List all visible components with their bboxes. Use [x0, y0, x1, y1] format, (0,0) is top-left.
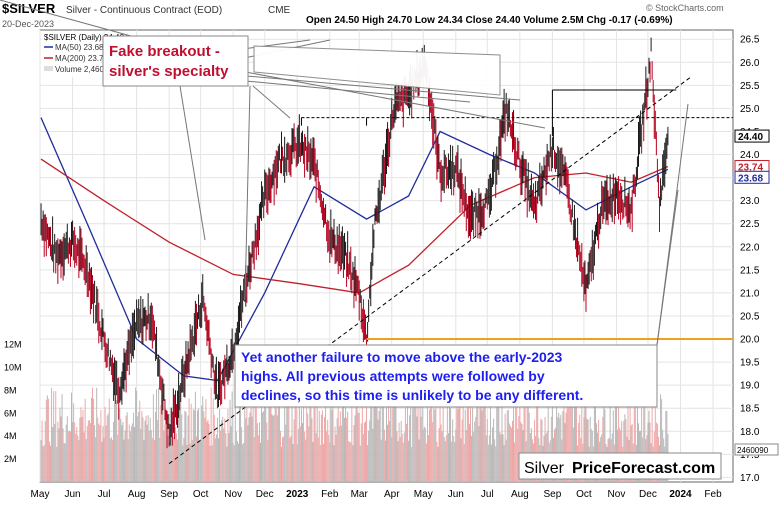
volume-tick-label: 6M [4, 408, 17, 418]
x-tick-label: Jun [64, 489, 80, 500]
y-tick-label: 18.5 [740, 404, 760, 415]
x-tick-label: Oct [193, 489, 209, 500]
x-tick-label: Dec [256, 489, 274, 500]
x-tick-label: Oct [576, 489, 592, 500]
x-tick-label: Nov [224, 489, 242, 500]
x-tick-label: Sep [544, 489, 562, 500]
x-tick-label: May [414, 489, 433, 500]
y-tick-label: 21.0 [740, 288, 760, 299]
x-tick-label: Feb [704, 489, 722, 500]
branding-box [518, 452, 722, 480]
y-tick-label: 22.5 [740, 219, 760, 230]
chart-stats: Open 24.50 High 24.70 Low 24.34 Close 24… [306, 15, 673, 26]
failure-line2: highs. All previous attempts were follow… [241, 368, 545, 384]
y-tick-label: 17.0 [740, 473, 760, 484]
fake-breakout-line2: silver's specialty [109, 63, 229, 80]
callout-pointer [252, 85, 291, 119]
watermark: © StockCharts.com [646, 3, 724, 13]
y-tick-label: 26.0 [740, 58, 760, 69]
x-tick-label: Feb [321, 489, 339, 500]
axes: May Jun Jul Aug Sep Oct Nov Dec 2023 Feb Mar Apr May… [4, 35, 779, 500]
chart-date: 20-Dec-2023 [2, 19, 54, 29]
y-tick-label: 20.5 [740, 311, 760, 322]
x-tick-label: Sep [160, 489, 178, 500]
y-tick-label: 24.0 [740, 150, 760, 161]
callout-pointer [179, 85, 206, 241]
x-tick-label: 2023 [286, 489, 309, 500]
y-tick-label: 21.5 [740, 265, 760, 276]
callout-pointer [656, 189, 679, 346]
price-label-text: 23.68 [738, 173, 763, 184]
y-tick-label: 18.0 [740, 427, 760, 438]
y-tick-label: 20.0 [740, 335, 760, 346]
volume-tick-label: 4M [4, 431, 17, 441]
failure-line1: Yet another failure to move above the ea… [241, 349, 563, 365]
ma200-line [40, 158, 669, 294]
legend-ma50: MA(50) 23.68 [55, 43, 104, 52]
legend-volume: Volume 2,460,090 [55, 65, 120, 74]
y-tick-label: 19.0 [740, 381, 760, 392]
y-tick-label: 22.0 [740, 242, 760, 253]
chart-exchange: CME [268, 5, 291, 16]
legend-volume-swatch [44, 66, 53, 71]
failure-box [234, 344, 658, 408]
price-bars [40, 37, 669, 449]
volume-tick-label: 12M [4, 340, 22, 350]
x-tick-label: Mar [351, 489, 369, 500]
chart-description: Silver - Continuous Contract (EOD) [66, 5, 222, 16]
failure-line3: declines, so this time is unlikely to be… [241, 387, 583, 403]
callout-pointer [234, 69, 546, 129]
y-tick-label: 26.5 [740, 35, 760, 46]
fake-breakout-line1: Fake breakout - [109, 43, 220, 60]
volume-tick-label: 2M [4, 454, 17, 464]
volume-label-box [734, 443, 779, 456]
volume-tick-label: 10M [4, 362, 22, 372]
y-tick-label: 25.5 [740, 81, 760, 92]
price-label-text: 24.40 [738, 132, 763, 143]
callout-fan [253, 45, 501, 96]
x-tick-label: Nov [608, 489, 626, 500]
price-label-box [734, 170, 770, 184]
x-tick-label: Aug [511, 489, 529, 500]
y-tick-label: 25.0 [740, 104, 760, 115]
price-label-text: 23.74 [738, 163, 763, 174]
y-tick-label: 23.0 [740, 196, 760, 207]
x-tick-label: Apr [384, 489, 400, 500]
x-tick-label: Jun [448, 489, 464, 500]
x-tick-label: May [31, 489, 50, 500]
fake-breakout-callout: Fake breakout - silver's specialty [0, 0, 546, 301]
legend-ma200: MA(200) 23.74 [55, 54, 108, 63]
volume-bars [40, 387, 669, 482]
callout-box [102, 35, 249, 87]
x-tick-label: Aug [128, 489, 146, 500]
x-tick-label: Dec [639, 489, 657, 500]
volume-tick-label: 8M [4, 385, 17, 395]
legend: $SILVER (Daily) 24.40 MA(50) 23.68 MA(20… [41, 31, 124, 77]
callout-pointer [234, 79, 471, 103]
branding: Silver PriceForecast.com [518, 452, 722, 480]
failure-callout: Yet another failure to move above the ea… [234, 103, 689, 408]
x-tick-label: Jul [481, 489, 494, 500]
y-tick-label: 19.5 [740, 358, 760, 369]
volume-label-text: 2460090 [737, 446, 769, 455]
legend-price: $SILVER (Daily) 24.40 [44, 33, 124, 42]
x-tick-label: 2024 [669, 489, 692, 500]
x-tick-label: Jul [98, 489, 111, 500]
branding-right: PriceForecast.com [572, 460, 715, 477]
callout-pointer [244, 85, 251, 301]
branding-left: Silver [524, 460, 565, 477]
price-label-box [734, 129, 770, 143]
